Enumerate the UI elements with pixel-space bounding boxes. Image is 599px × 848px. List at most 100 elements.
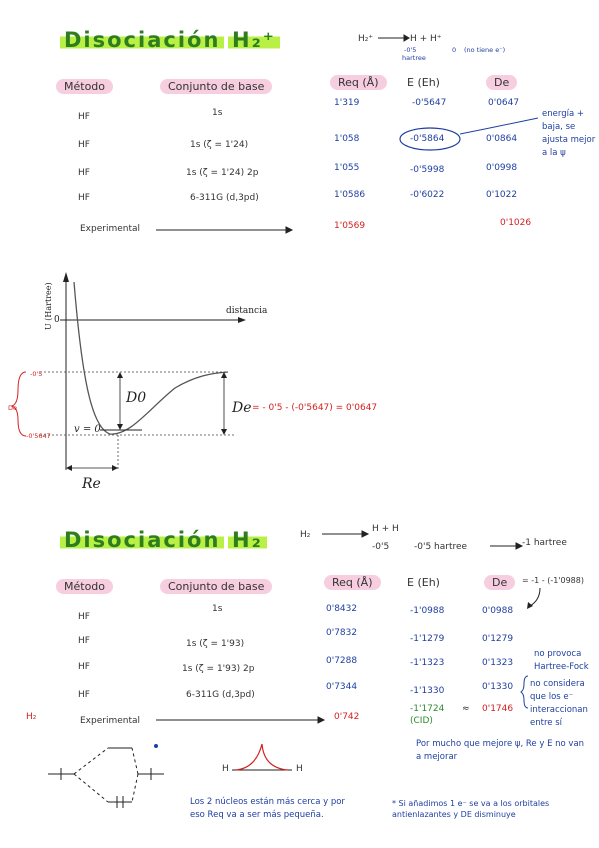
reaction1-energy-h: -0'5 bbox=[404, 46, 417, 54]
row-energy: -1'1323 bbox=[410, 658, 445, 668]
row-req: 1'055 bbox=[334, 163, 360, 173]
annotation2-brace bbox=[520, 675, 529, 709]
row-req: 0'7832 bbox=[326, 628, 358, 638]
annotation1-connector bbox=[459, 117, 539, 135]
graph-v0: v = 0 bbox=[74, 424, 101, 435]
experimental1-label: Experimental bbox=[80, 224, 141, 234]
graph-d0: D0 bbox=[126, 390, 147, 406]
note-bottom-right1: Por mucho que mejore ψ, Re y E no van a … bbox=[416, 739, 585, 762]
reaction2-energy-h: -0'5 bbox=[372, 542, 390, 552]
experimental2-label: Experimental bbox=[80, 716, 141, 726]
row-basis: 6-311G (d,3pd) bbox=[186, 690, 255, 700]
header2-req: Req (Å) bbox=[324, 575, 381, 590]
row-de: 0'0647 bbox=[488, 98, 520, 108]
graph-xlabel: distancia bbox=[226, 306, 268, 316]
row-de: 0'1330 bbox=[482, 682, 514, 692]
experimental2-species: H₂ bbox=[26, 712, 37, 722]
experimental1-arrow bbox=[156, 226, 294, 234]
experimental2-req: 0'742 bbox=[334, 712, 360, 722]
header-basis: Conjunto de base bbox=[160, 79, 273, 94]
row-method: HF bbox=[78, 636, 90, 646]
row-energy: -1'0988 bbox=[410, 606, 445, 616]
graph-de: De bbox=[232, 400, 252, 416]
section1-species: H₂⁺ bbox=[228, 28, 280, 52]
row-de: 0'1022 bbox=[486, 190, 518, 200]
graph-zero: 0 bbox=[54, 315, 60, 325]
graph-re: Re bbox=[82, 476, 101, 492]
de-formula-arrow bbox=[529, 587, 541, 607]
experimental2-approx: ≈ bbox=[462, 704, 470, 714]
section2-title: Disociación bbox=[60, 528, 225, 552]
reaction2-total: -1 hartree bbox=[522, 538, 567, 548]
row-method: HF bbox=[78, 168, 90, 178]
row-req: 0'7288 bbox=[326, 656, 358, 666]
row-energy: -1'1279 bbox=[410, 634, 445, 644]
bond-density-sketch bbox=[232, 743, 292, 771]
row-de: 0'1279 bbox=[482, 634, 514, 644]
reaction1-energy-hplus: 0 bbox=[452, 46, 457, 54]
row-energy: -0'6022 bbox=[410, 190, 445, 200]
experimental1-req: 1'0569 bbox=[334, 221, 366, 231]
experimental1-de: 0'1026 bbox=[500, 218, 532, 228]
experimental2-energy-method: (CID) bbox=[410, 716, 433, 726]
graph-level-bottom: -0'5647 bbox=[26, 432, 51, 440]
row-basis: 1s (ζ = 1'93) bbox=[186, 639, 245, 649]
row-energy: -1'1330 bbox=[410, 686, 445, 696]
header2-basis: Conjunto de base bbox=[160, 579, 273, 594]
mo-label-left: H bbox=[222, 764, 229, 774]
reaction1-note: (no tiene e⁻) bbox=[464, 46, 506, 54]
reaction1-arrow bbox=[378, 34, 410, 42]
row-basis: 1s bbox=[212, 604, 223, 614]
header2-de-formula: = -1 - (-1'0988) bbox=[522, 576, 584, 585]
row-method: HF bbox=[78, 690, 90, 700]
row-energy: -0'5998 bbox=[410, 165, 445, 175]
row-method: HF bbox=[78, 112, 90, 122]
row-method: HF bbox=[78, 193, 90, 203]
row-method: HF bbox=[78, 140, 90, 150]
experimental2-arrow bbox=[156, 716, 326, 724]
reaction2-left: H₂ bbox=[300, 530, 311, 540]
row-de: 0'0998 bbox=[486, 163, 518, 173]
mo-label-right: H bbox=[296, 764, 303, 774]
row-method: HF bbox=[78, 612, 90, 622]
potential-graph bbox=[10, 272, 246, 471]
row-de: 0'0864 bbox=[486, 134, 518, 144]
row-req: 1'058 bbox=[334, 134, 360, 144]
section2-species: H₂ bbox=[228, 528, 267, 552]
row-basis: 1s (ζ = 1'93) 2p bbox=[182, 664, 255, 674]
header2-method: Método bbox=[56, 579, 114, 594]
graph-brace-label: De bbox=[8, 404, 18, 412]
row-de: 0'0988 bbox=[482, 606, 514, 616]
row-basis: 1s (ζ = 1'24) 2p bbox=[186, 168, 259, 178]
row-basis: 1s (ζ = 1'24) bbox=[190, 140, 249, 150]
reaction1-products: H + H⁺ bbox=[410, 34, 442, 44]
note-bottom-left: Los 2 núcleos están más cerca y por eso … bbox=[190, 797, 345, 820]
row-energy: -0'5864 bbox=[410, 134, 445, 144]
header-energy: E (Eh) bbox=[407, 76, 440, 89]
header-method: Método bbox=[56, 79, 114, 94]
experimental2-de: 0'1746 bbox=[482, 704, 514, 714]
reaction1-unit: hartree bbox=[402, 54, 426, 62]
mo-diagram bbox=[48, 744, 164, 808]
experimental2-energy: -1'1724 bbox=[410, 704, 445, 714]
row-req: 0'8432 bbox=[326, 604, 358, 614]
row-req: 1'0586 bbox=[334, 190, 366, 200]
reaction1-left: H₂⁺ bbox=[358, 34, 374, 44]
graph-de-formula: = - 0'5 - (-0'5647) = 0'0647 bbox=[252, 403, 378, 413]
row-req: 1'319 bbox=[334, 98, 360, 108]
energy-highlight-circle bbox=[399, 127, 461, 151]
annotation2b: no considera que los e⁻ interaccionan en… bbox=[530, 679, 588, 728]
row-method: HF bbox=[78, 662, 90, 672]
header2-energy: E (Eh) bbox=[407, 576, 440, 589]
header2-de: De bbox=[484, 575, 516, 590]
reaction2-arrows bbox=[322, 530, 524, 550]
row-basis: 6-311G (d,3pd) bbox=[190, 193, 259, 203]
row-basis: 1s bbox=[212, 108, 223, 118]
annotation2a: no provoca Hartree-Fock bbox=[534, 649, 589, 672]
annotation1: energía + baja, se ajusta mejor a la ψ bbox=[542, 109, 596, 158]
reaction2-energy-h2: -0'5 hartree bbox=[414, 542, 468, 552]
section1-title: Disociación bbox=[60, 28, 225, 52]
header-de: De bbox=[486, 75, 518, 90]
row-req: 0'7344 bbox=[326, 682, 358, 692]
